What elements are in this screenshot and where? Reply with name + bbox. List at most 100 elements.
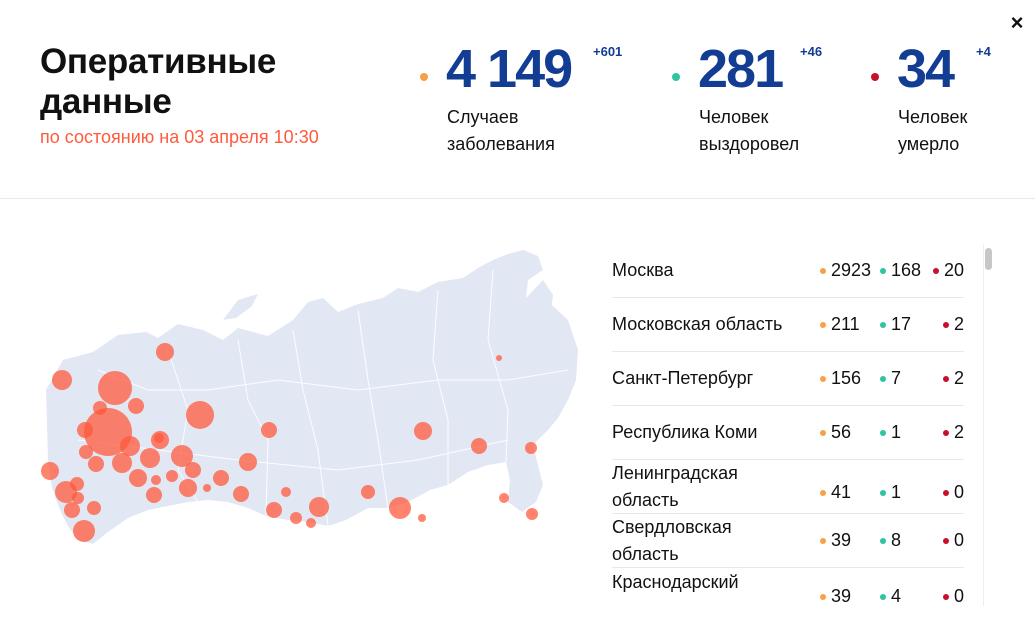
map-bubble — [72, 492, 84, 504]
deaths-value: 34 — [897, 39, 955, 99]
map-bubble — [361, 485, 375, 499]
cases-dot-icon — [820, 375, 826, 382]
region-name: Республика Коми — [612, 406, 812, 459]
region-name-text: Москва — [612, 260, 674, 280]
region-values: 211 17 2 — [814, 298, 964, 351]
recovered-dot-icon — [880, 375, 886, 382]
region-row[interactable]: Московская область 211 17 2 — [612, 298, 964, 352]
scrollbar-track[interactable] — [983, 244, 994, 606]
region-deaths-value: 20 — [943, 260, 964, 280]
region-name-text: Московская область — [612, 314, 783, 334]
region-recovered: 8 — [880, 530, 928, 551]
region-values: 39 4 0 — [814, 570, 964, 606]
region-cases-value: 39 — [831, 586, 852, 606]
region-cases-value: 39 — [831, 530, 852, 550]
map-bubble — [418, 514, 426, 522]
russia-map[interactable] — [38, 240, 583, 560]
region-recovered-value: 168 — [891, 260, 922, 280]
map-bubble — [140, 448, 160, 468]
timestamp-subtitle: по состоянию на 03 апреля 10:30 — [40, 127, 319, 147]
recovered-label: Человек выздоровел — [699, 104, 799, 158]
map-bubble — [203, 484, 211, 492]
cases-delta: +601 — [593, 44, 623, 59]
deaths-dot-icon — [942, 489, 949, 496]
map-bubble — [471, 438, 487, 454]
region-cases: 211 — [820, 314, 880, 335]
region-name-line-2: область — [612, 489, 679, 510]
region-row[interactable]: Краснодарский 39 4 0 — [612, 568, 964, 606]
region-cases-value: 156 — [831, 368, 862, 388]
region-values: 41 1 0 — [814, 466, 964, 519]
scrollbar-thumb[interactable] — [985, 248, 992, 270]
region-recovered: 4 — [880, 586, 928, 606]
region-deaths-value: 2 — [953, 368, 964, 388]
region-deaths: 0 — [928, 482, 964, 503]
region-recovered-value: 1 — [891, 482, 902, 502]
region-values: 56 1 2 — [814, 406, 964, 459]
region-values: 2923 168 20 — [814, 244, 964, 297]
region-cases-value: 2923 — [831, 260, 872, 280]
recovered-dot-icon — [880, 489, 886, 496]
region-list[interactable]: Москва 2923 168 20 Московская область 21… — [612, 244, 964, 606]
close-button[interactable]: × — [1010, 10, 1024, 35]
region-name-text: Свердловская область — [612, 514, 732, 568]
deaths-label-line-2: умерло — [898, 134, 960, 154]
map-bubble — [112, 453, 132, 473]
map-bubble — [186, 401, 214, 429]
map-bubble — [120, 436, 140, 456]
title-line-1: Оперативные — [40, 42, 277, 81]
region-deaths: 20 — [928, 260, 964, 281]
recovered-label-line-1: Человек — [699, 107, 769, 127]
region-recovered: 17 — [880, 314, 928, 335]
cases-dot-icon — [820, 321, 826, 328]
map-bubble — [179, 479, 197, 497]
region-deaths-value: 2 — [953, 314, 964, 334]
map-bubble — [70, 477, 84, 491]
recovered-label-line-2: выздоровел — [699, 134, 800, 154]
map-bubble — [239, 453, 257, 471]
cases-label-line-2: заболевания — [447, 134, 555, 154]
region-cases-value: 56 — [831, 422, 852, 442]
map-bubble — [98, 371, 132, 405]
map-bubble — [93, 401, 107, 415]
map-bubble — [73, 520, 95, 542]
region-cases-value: 41 — [831, 482, 852, 502]
map-bubble — [79, 445, 93, 459]
region-row[interactable]: Москва 2923 168 20 — [612, 244, 964, 298]
map-land-kamchatka — [526, 280, 553, 335]
region-recovered-value: 8 — [891, 530, 902, 550]
region-name-line-1: Ленинградская — [612, 462, 738, 483]
map-bubble — [306, 518, 316, 528]
region-name: Санкт-Петербург — [612, 352, 812, 405]
recovered-dot-icon — [880, 267, 886, 274]
map-bubble — [154, 433, 164, 443]
region-recovered-value: 7 — [891, 368, 902, 388]
region-recovered: 7 — [880, 368, 928, 389]
map-bubble — [146, 487, 162, 503]
region-values: 156 7 2 — [814, 352, 964, 405]
region-name: Ленинградская область — [612, 460, 812, 513]
region-row[interactable]: Санкт-Петербург 156 7 2 — [612, 352, 964, 406]
region-recovered-value: 1 — [891, 422, 902, 442]
region-cases: 2923 — [820, 260, 880, 281]
map-bubble — [290, 512, 302, 524]
cases-dot-icon — [820, 267, 826, 274]
region-row[interactable]: Свердловская область 39 8 0 — [612, 514, 964, 568]
map-land — [46, 250, 578, 544]
cases-dot-icon — [420, 73, 428, 81]
cases-label-line-1: Случаев — [447, 107, 519, 127]
region-name: Свердловская область — [612, 514, 812, 567]
region-cases-value: 211 — [831, 314, 860, 334]
map-bubble — [41, 462, 59, 480]
cases-value: 4 149 — [446, 39, 573, 99]
cases-dot-icon — [820, 537, 826, 544]
map-bubble — [185, 462, 201, 478]
region-row[interactable]: Ленинградская область 41 1 0 — [612, 460, 964, 514]
map-bubble — [52, 370, 72, 390]
region-name-line-1: Свердловская — [612, 516, 732, 537]
region-deaths: 2 — [928, 368, 964, 389]
map-bubble — [64, 502, 80, 518]
region-row[interactable]: Республика Коми 56 1 2 — [612, 406, 964, 460]
deaths-label: Человек умерло — [898, 104, 967, 158]
region-cases: 56 — [820, 422, 880, 443]
